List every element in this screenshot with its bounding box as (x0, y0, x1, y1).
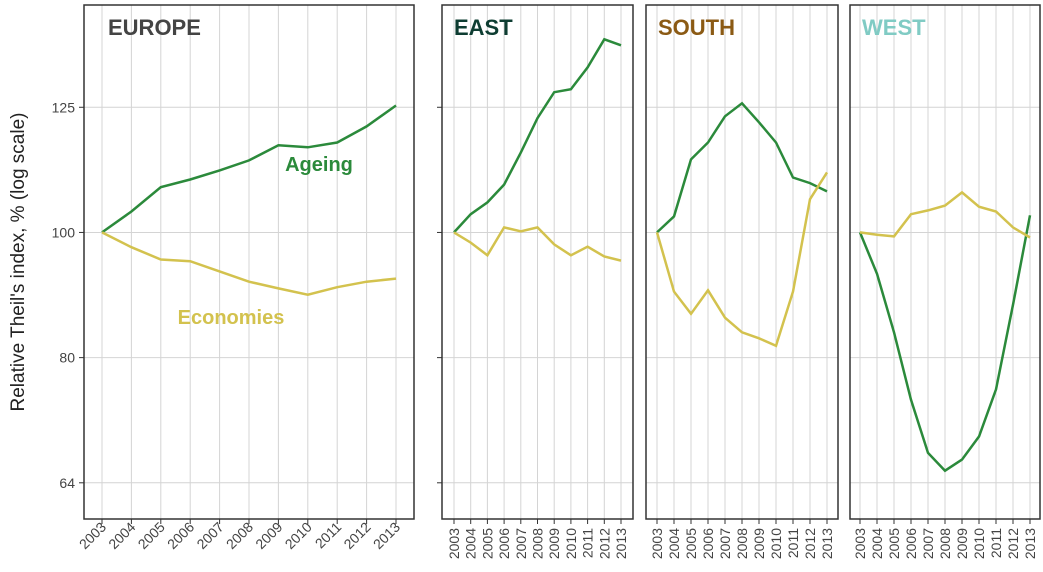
x-tick-label: 2010 (971, 528, 987, 559)
x-tick-label: 2012 (596, 528, 612, 559)
x-tick-label: 2010 (563, 528, 579, 559)
series-line (858, 215, 1032, 473)
x-tick-label: 2008 (223, 519, 256, 552)
x-tick-label: 2003 (76, 519, 109, 552)
x-tick-label: 2004 (666, 528, 682, 559)
x-tick-label: 2005 (135, 519, 168, 552)
x-tick-label: 2012 (1005, 528, 1021, 559)
x-tick-label: 2005 (886, 528, 902, 559)
panel-title: EUROPE (108, 15, 201, 40)
y-tick-label: 125 (52, 99, 76, 115)
series-label: Economies (178, 307, 285, 329)
x-tick-label: 2007 (193, 519, 226, 552)
y-axis-label: Relative Theil's index, % (log scale) (8, 113, 29, 412)
x-tick-label: 2007 (513, 528, 529, 559)
series-line (453, 225, 622, 262)
panel-border (849, 4, 1041, 520)
x-tick-label: 2005 (683, 528, 699, 559)
x-tick-label: 2006 (496, 528, 512, 559)
panel-border (83, 4, 415, 520)
x-tick-label: 2010 (768, 528, 784, 559)
panel-title: SOUTH (658, 15, 735, 40)
x-tick-label: 2007 (717, 528, 733, 559)
x-tick-label: 2011 (785, 528, 801, 558)
x-tick-label: 2003 (446, 528, 462, 559)
panel-title: EAST (454, 15, 513, 40)
x-tick-label: 2003 (852, 528, 868, 559)
x-tick-label: 2009 (751, 528, 767, 559)
x-tick-label: 2007 (920, 528, 936, 559)
x-tick-label: 2004 (869, 528, 885, 559)
x-tick-label: 2011 (580, 528, 596, 558)
x-tick-label: 2011 (312, 519, 345, 552)
series-line (101, 104, 397, 234)
x-tick-label: 2009 (546, 528, 562, 559)
x-tick-label: 2003 (649, 528, 665, 559)
panel-title: WEST (862, 15, 926, 40)
series-line (859, 190, 1031, 239)
x-tick-label: 2006 (164, 519, 197, 552)
y-tick-label: 64 (59, 475, 75, 491)
x-tick-label: 2008 (937, 528, 953, 559)
x-tick-label: 2013 (819, 528, 835, 559)
y-tick-label: 100 (52, 224, 76, 240)
x-tick-label: 2013 (370, 519, 403, 552)
x-tick-label: 2009 (252, 519, 285, 552)
x-tick-label: 2012 (340, 519, 373, 552)
panel: 2003 2004 2005 2006 2007 2008 2009 2010 2011 2012… (645, 4, 839, 559)
panel-border (441, 4, 634, 520)
x-tick-label: 2011 (988, 528, 1004, 558)
x-tick-label: 2013 (1022, 528, 1038, 559)
y-tick-label: 80 (59, 350, 75, 366)
x-tick-label: 2006 (903, 528, 919, 559)
x-tick-label: 2008 (734, 528, 750, 559)
x-tick-label: 2004 (105, 519, 138, 552)
x-tick-label: 2009 (954, 528, 970, 559)
series-line (656, 101, 828, 234)
x-tick-label: 2005 (479, 528, 495, 559)
panel: 2003 2004 2005 2006 2007 2008 2009 2010 2011 2012… (849, 4, 1041, 559)
series-line (453, 37, 622, 234)
panel: 2003 2004 2005 2006 2007 2008 2009 2010 2011 2012… (437, 4, 634, 559)
x-tick-label: 2012 (802, 528, 818, 559)
x-tick-label: 2004 (463, 528, 479, 559)
x-tick-label: 2006 (700, 528, 716, 559)
series-line (655, 171, 829, 348)
x-tick-label: 2013 (613, 528, 629, 559)
series-line (101, 231, 397, 296)
x-tick-label: 2010 (282, 519, 315, 552)
panel: 6480100125AgeingEconomies200320042005200… (52, 4, 415, 552)
x-tick-label: 2008 (530, 528, 546, 559)
panel-border (645, 4, 839, 520)
series-label: Ageing (285, 154, 353, 176)
